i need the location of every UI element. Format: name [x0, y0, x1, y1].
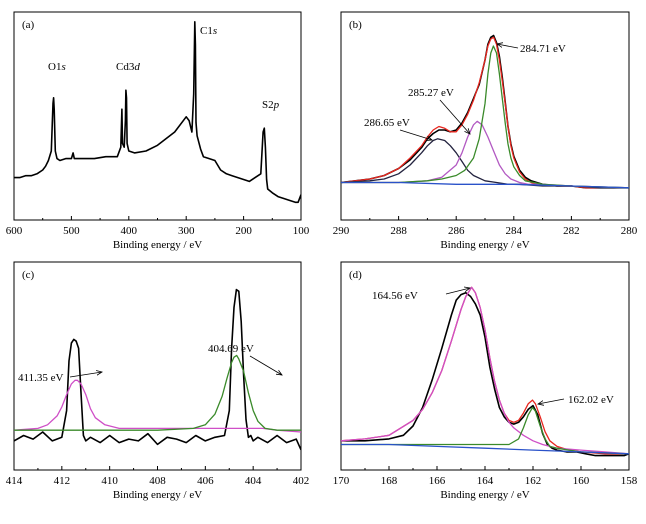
annotation-arrow [249, 355, 282, 375]
annotation-arrow [439, 99, 470, 134]
panel-label: (d) [349, 269, 362, 281]
panel-label: (c) [22, 269, 35, 281]
x-tick-label: 406 [197, 475, 214, 487]
peak-annotation: 286.65 eV [364, 117, 410, 129]
series-line-background [341, 443, 629, 455]
series-line-background [341, 181, 629, 189]
x-tick-label: 280 [621, 225, 638, 237]
x-tick-label: 300 [178, 225, 195, 237]
x-tick-label: 160 [573, 475, 590, 487]
peak-annotation: 162.02 eV [568, 394, 614, 406]
peak-annotation: 284.71 eV [520, 43, 566, 55]
panel-b: 290 288 286 284 282 280 Binding energy / eV (b)… [333, 11, 638, 251]
peak-annotation: C1s [200, 25, 217, 37]
x-tick-label: 166 [429, 475, 446, 487]
series-line-peak-285-27-ev [341, 120, 629, 189]
panel-label: (a) [22, 19, 35, 31]
x-tick-label: 410 [101, 475, 118, 487]
plot-frame [340, 11, 630, 221]
x-axis-label: Binding energy / eV [440, 489, 529, 501]
x-tick-label: 164 [477, 475, 494, 487]
x-tick-label: 284 [506, 225, 523, 237]
peak-annotation: Cd3d [116, 61, 140, 73]
x-tick-label: 288 [390, 225, 407, 237]
x-tick-label: 400 [121, 225, 138, 237]
series-line-fit-411-35-ev [14, 379, 301, 433]
peak-annotation: 404.69 eV [208, 343, 254, 355]
x-tick-label: 412 [54, 475, 71, 487]
panel-c: 414 412 410 408 406 404 402 Binding energy / eV… [6, 261, 310, 501]
peak-annotation: 164.56 eV [372, 290, 418, 302]
x-tick-label: 290 [333, 225, 350, 237]
x-tick-label: 500 [63, 225, 80, 237]
series-line-fit-162-02-ev [341, 406, 629, 455]
plot-frame [13, 11, 302, 221]
x-axis-label: Binding energy / eV [440, 239, 529, 251]
panel-a: 600 500 400 300 200 100 Binding energy / eV (a)… [6, 11, 310, 251]
series-line-peak-286-65-ev [341, 138, 629, 189]
x-tick-label: 168 [381, 475, 398, 487]
annotation-arrow [538, 398, 565, 404]
annotation-arrow [69, 372, 102, 378]
x-tick-label: 404 [245, 475, 262, 487]
x-tick-label: 414 [6, 475, 23, 487]
peak-annotation: 285.27 eV [408, 87, 454, 99]
x-tick-label: 408 [149, 475, 166, 487]
x-tick-label: 402 [293, 475, 310, 487]
series-line-spectrum [14, 21, 301, 204]
x-axis-label: Binding energy / eV [113, 489, 202, 501]
annotation-arrow [497, 44, 519, 49]
series-line-fit-envelope [341, 36, 629, 189]
peak-annotation: O1s [48, 61, 66, 73]
x-tick-label: 100 [293, 225, 310, 237]
x-tick-label: 170 [333, 475, 350, 487]
series-line-raw [341, 292, 629, 457]
series-line-peak-284-71-ev [341, 45, 629, 189]
panel-label: (b) [349, 19, 362, 31]
panel-d: 170 168 166 164 162 160 158 Binding energy / eV… [333, 261, 638, 501]
x-tick-label: 286 [448, 225, 465, 237]
annotation-arrow [399, 129, 432, 140]
x-tick-label: 162 [525, 475, 542, 487]
x-tick-label: 158 [621, 475, 638, 487]
x-tick-label: 600 [6, 225, 23, 237]
x-tick-label: 282 [563, 225, 580, 237]
peak-annotation: 411.35 eV [18, 372, 63, 384]
x-tick-label: 200 [235, 225, 252, 237]
peak-annotation: S2p [262, 99, 280, 111]
series-line-fit-164-56-ev [341, 286, 629, 455]
series-line-fit-404-69-ev [14, 354, 301, 431]
series-line-raw [14, 288, 301, 451]
annotation-arrow [445, 288, 470, 295]
series-line-fit-envelope [341, 286, 629, 455]
x-axis-label: Binding energy / eV [113, 239, 202, 251]
